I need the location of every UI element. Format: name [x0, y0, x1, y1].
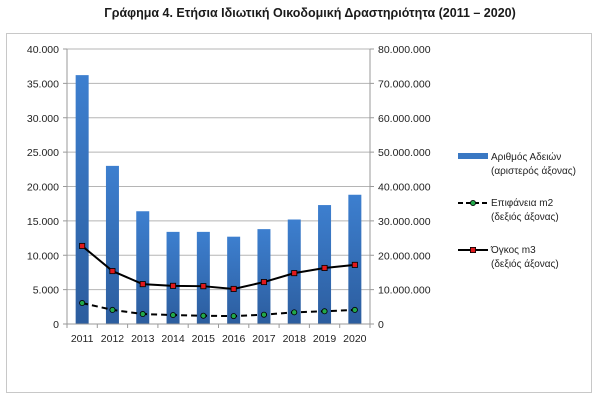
bar-2013	[136, 211, 150, 324]
volume-line-point-2016	[230, 285, 237, 292]
left-axis-tick-label: 20.000	[27, 182, 59, 194]
surface-line-point-2013	[139, 311, 146, 318]
line-series	[79, 242, 358, 320]
left-axis-tick-label: 15.000	[27, 216, 59, 228]
legend-marker-volume	[469, 246, 476, 253]
chart-title: Γράφημα 4. Ετήσια Ιδιωτική Οικοδομική Δρ…	[104, 6, 516, 20]
chart-frame	[6, 33, 592, 393]
x-axis-tick-label: 2012	[101, 333, 125, 345]
volume-line-point-2018	[291, 270, 298, 277]
legend-sublabel: (αριστερός άξονας)	[491, 165, 576, 177]
surface-line-point-2015	[200, 312, 207, 319]
bar-2014	[166, 231, 180, 324]
left-axis-tick-label: 0	[53, 319, 59, 331]
bar-2017	[257, 229, 271, 324]
surface-line-point-2018	[291, 309, 298, 316]
volume-line-point-2019	[321, 264, 328, 271]
x-axis-tick-label: 2020	[343, 333, 367, 345]
bar-2016	[227, 236, 241, 324]
bar-2019	[318, 205, 332, 324]
right-axis-tick-label: 70.000.000	[378, 78, 431, 90]
x-axis-tick-label: 2018	[283, 333, 307, 345]
right-axis-tick-label: 20.000.000	[378, 250, 431, 262]
x-axis-tick-label: 2016	[222, 333, 246, 345]
right-axis-tick-label: 80.000.000	[378, 44, 431, 56]
right-axis-tick-label: 40.000.000	[378, 182, 431, 194]
surface-line-point-2017	[260, 311, 267, 318]
volume-line	[81, 245, 355, 290]
x-axis-tick-label: 2011	[71, 333, 94, 345]
x-axis-tick-label: 2017	[252, 333, 276, 345]
legend-label: Επιφάνεια m2	[491, 197, 554, 209]
volume-line-point-2017	[260, 279, 267, 286]
right-axis-tick-label: 60.000.000	[378, 113, 431, 125]
legend-label: Όγκος m3	[490, 245, 536, 256]
axes: 0 5.000 10.000 15.000 20.000 25.000 30.000 35.0…	[27, 44, 431, 345]
right-axis-tick-label: 30.000.000	[378, 216, 431, 228]
surface-line	[81, 302, 355, 318]
x-axis-tick-label: 2013	[131, 333, 155, 345]
bar-2012	[105, 165, 119, 324]
bar-2015	[196, 231, 210, 324]
volume-line-point-2011	[79, 242, 86, 249]
bar-2011	[75, 75, 89, 324]
right-axis-tick-label: 50.000.000	[378, 147, 431, 159]
volume-line-point-2013	[139, 281, 146, 288]
legend-sublabel: (δεξιός άξονας)	[491, 211, 559, 223]
legend-swatch-permits	[458, 153, 488, 159]
left-axis-tick-label: 40.000	[27, 44, 59, 56]
volume-line-point-2014	[170, 282, 177, 289]
right-axis-tick-label: 10.000.000	[378, 285, 431, 297]
legend-marker-surface	[469, 199, 476, 206]
x-axis-tick-label: 2015	[192, 333, 216, 345]
x-axis-tick-label: 2014	[161, 333, 185, 345]
right-axis-tick-label: 0	[378, 319, 384, 331]
surface-line-point-2016	[230, 313, 237, 320]
surface-line-point-2020	[351, 306, 358, 313]
left-axis-tick-label: 35.000	[27, 78, 59, 90]
legend: Αριθμός Αδειών (αριστερός άξονας) Επιφάνει…	[458, 151, 576, 270]
x-axis-tick-label: 2019	[313, 333, 337, 345]
surface-line-point-2012	[109, 306, 116, 313]
volume-line-point-2015	[200, 283, 207, 290]
legend-sublabel: (δεξιός άξονας)	[491, 258, 559, 270]
surface-line-point-2019	[321, 308, 328, 315]
volume-line-point-2020	[351, 261, 358, 268]
legend-label: Αριθμός Αδειών	[491, 151, 561, 163]
surface-line-point-2011	[79, 300, 86, 307]
left-axis-tick-label: 25.000	[27, 147, 59, 159]
left-axis-tick-label: 10.000	[27, 250, 59, 262]
surface-line-point-2014	[170, 312, 177, 319]
left-axis-tick-label: 30.000	[27, 113, 59, 125]
left-axis-tick-label: 5.000	[33, 285, 59, 297]
volume-line-point-2012	[109, 268, 116, 275]
bar-2020	[348, 194, 362, 324]
